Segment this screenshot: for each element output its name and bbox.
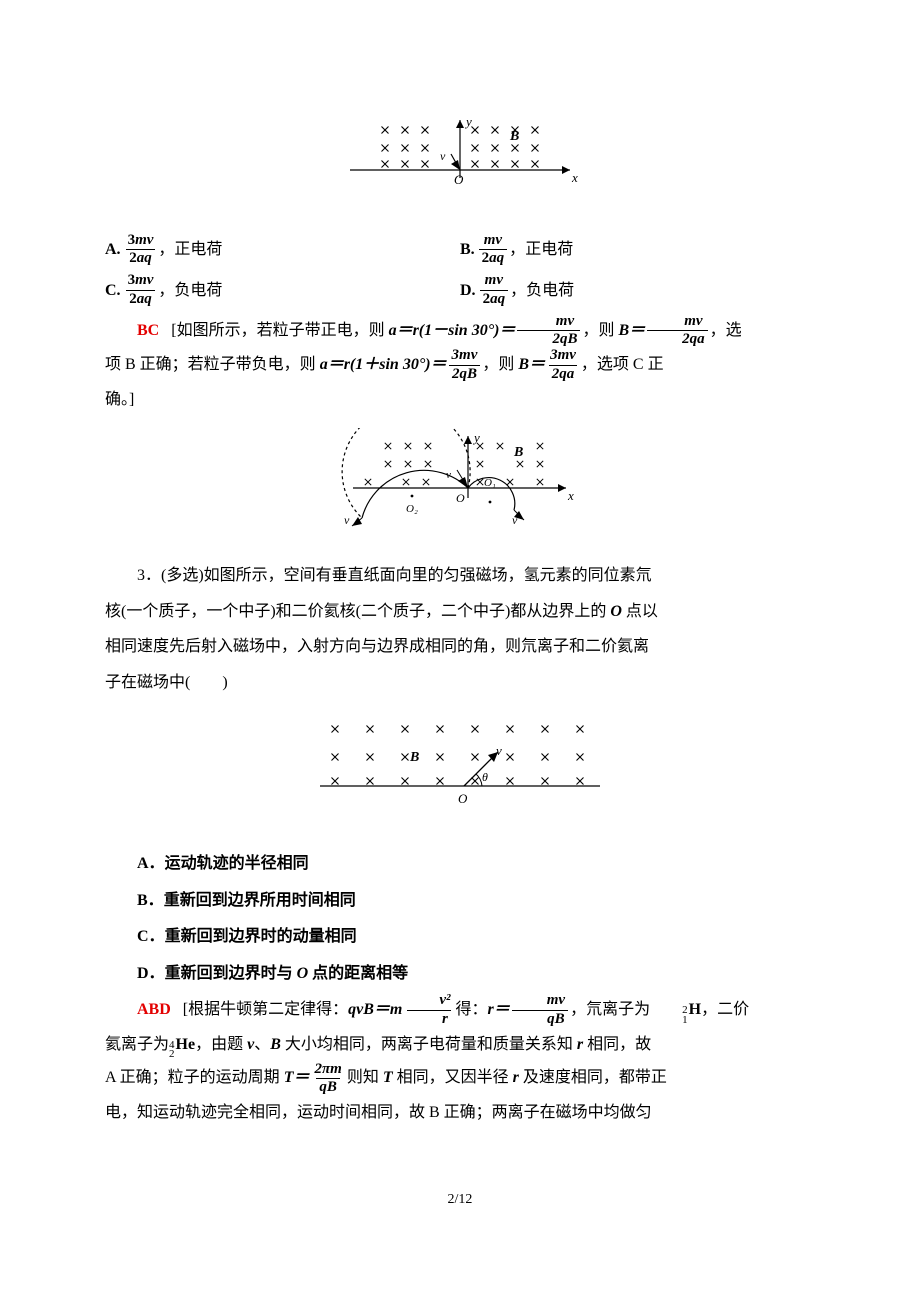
figure-2: x y O B O₁ v O₂ v v	[105, 428, 815, 541]
answer-1-explain: BC [如图所示，若粒子带正电，则 a＝r(1－sin 30°)＝mv2qB，则…	[105, 314, 815, 349]
fig3-o: O	[458, 791, 468, 806]
q3-line4: 子在磁场中( )	[105, 666, 815, 700]
fig3-v: v	[496, 743, 502, 758]
axis-y-label: y	[464, 114, 472, 129]
choice-b: B. mv 2aq ， 正电荷	[460, 233, 815, 268]
choice-a: A. 33mvmv 2aq ， 正电荷	[105, 233, 460, 268]
choice-row-2: C. 3mv 2aq ， 负电荷 D. mv 2aq ， 负电荷	[105, 273, 815, 308]
choice-a-label: A.	[105, 233, 121, 267]
answer-3-line1: ABD [根据牛顿第二定律得：qvB＝mv²r得：r＝mvqB，氘离子为21H，…	[105, 993, 815, 1028]
fig2-v1: v	[512, 513, 518, 527]
origin-label: O	[454, 172, 464, 187]
fig2-o2: O₂	[406, 503, 418, 515]
choice-a-frac: 33mvmv 2aq	[125, 233, 157, 268]
fig3-b: B	[409, 750, 419, 765]
figure-3: B v θ O	[105, 711, 815, 829]
choice-d-tail: 负电荷	[526, 274, 574, 308]
choice-c-tail: 负电荷	[174, 274, 222, 308]
q3-choice-d: D．重新回到边界时与 O 点的距离相等	[105, 957, 815, 991]
fig3-svg: B v θ O	[310, 711, 610, 816]
choice-a-tail: 正电荷	[174, 233, 222, 267]
fig3-crosses	[332, 726, 584, 785]
q3-line3: 相同速度先后射入磁场中，入射方向与边界成相同的角，则氘离子和二价氦离	[105, 630, 815, 664]
q3-choice-c: C．重新回到边界时的动量相同	[105, 920, 815, 954]
choice-c: C. 3mv 2aq ， 负电荷	[105, 273, 460, 308]
choice-c-label: C.	[105, 274, 121, 308]
fig2-o1: O₁	[484, 477, 496, 489]
answer-3-label: ABD	[137, 1001, 171, 1018]
v-label: v	[440, 149, 446, 163]
q3-line2: 核(一个质子，一个中子)和二价氦核(二个质子，二个中子)都从边界上的 O 点以	[105, 595, 815, 629]
answer-1-line2: 项 B 正确；若粒子带负电，则 a＝r(1＋sin 30°)＝3mv2qB，则 …	[105, 348, 815, 383]
fig2-svg: x y O B O₁ v O₂ v v	[340, 428, 580, 528]
answer-1-label: BC	[137, 322, 159, 339]
fig2-b: B	[513, 445, 523, 460]
page-number: 2/12	[105, 1185, 815, 1214]
answer-3-line3: A 正确；粒子的运动周期 T＝2πmqB则知 T 相同，又因半径 r 及速度相同…	[105, 1061, 815, 1096]
fig1-svg: x y O B v	[340, 112, 580, 202]
q3-line1: 3．(多选)如图所示，空间有垂直纸面向里的匀强磁场，氢元素的同位素氘	[105, 559, 815, 593]
choice-d: D. mv 2aq ， 负电荷	[460, 273, 815, 308]
choice-d-label: D.	[460, 274, 476, 308]
fig2-y: y	[472, 430, 480, 445]
answer-3-line4: 电，知运动轨迹完全相同，运动时间相同，故 B 正确；两离子在磁场中均做匀	[105, 1096, 815, 1130]
choice-b-frac: mv 2aq	[479, 233, 508, 268]
q3-choice-a: A．运动轨迹的半径相同	[105, 847, 815, 881]
fig2-o: O	[456, 491, 465, 505]
axis-x-label: x	[571, 170, 578, 185]
choice-row-1: A. 33mvmv 2aq ， 正电荷 B. mv 2aq ， 正电荷	[105, 233, 815, 268]
figure-1: x y O B v	[105, 112, 815, 215]
fig2-v2: v	[344, 513, 350, 527]
answer-1-line3: 确。]	[105, 383, 815, 417]
fig2-v0: v	[446, 469, 451, 481]
q3-choice-b: B．重新回到边界所用时间相同	[105, 884, 815, 918]
fig2-x: x	[567, 488, 574, 503]
choice-b-tail: 正电荷	[525, 233, 573, 267]
choice-b-label: B.	[460, 233, 475, 267]
choice-c-frac: 3mv 2aq	[125, 273, 157, 308]
choice-d-frac: mv 2aq	[480, 273, 509, 308]
fig3-theta: θ	[482, 770, 488, 784]
answer-3-line2: 氦离子为42He，由题 v、B 大小均相同，两离子电荷量和质量关系知 r 相同，…	[105, 1028, 815, 1062]
